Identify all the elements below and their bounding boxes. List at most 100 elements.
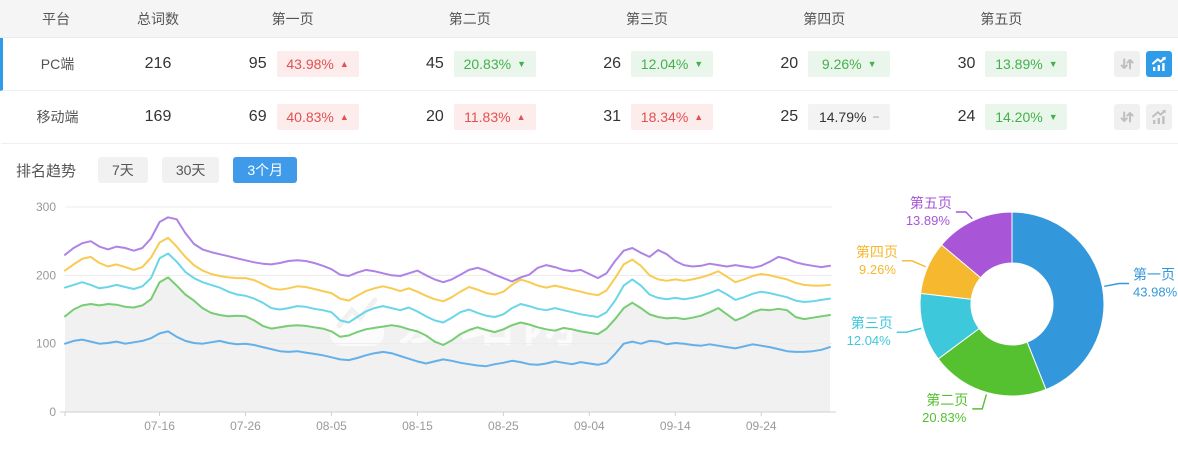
change-badge: 9.26% ▼	[808, 51, 891, 77]
page-stat-5: 24 14.20% ▼	[913, 104, 1090, 130]
total-keywords: 169	[144, 108, 172, 125]
page-count: 95	[248, 55, 267, 72]
down-icon: ▼	[1048, 111, 1058, 122]
up-icon: ▲	[339, 111, 349, 122]
change-badge: 43.98% ▲	[276, 51, 359, 77]
up-icon: ▲	[516, 111, 526, 122]
donut-label-percent: 43.98%	[1133, 285, 1178, 300]
trend-section: 排名趋势 7天 30天 3个月 爱站网 0 100 200 300 07-16 07-26 08-…	[0, 144, 1178, 452]
donut-label-name: 第一页	[1133, 267, 1175, 283]
header-page-4: 第四页	[803, 10, 846, 27]
change-percent: 18.34%	[640, 109, 689, 125]
range-tab-3个月[interactable]: 3个月	[233, 157, 298, 183]
page-stat-4: 25 14.79% −	[736, 104, 913, 130]
ranking-table: 平台 总词数 第一页 第二页 第三页 第四页 第五页 PC端 216 95 43.98% ▲ 45…	[0, 0, 1178, 144]
page-stat-3: 26 12.04% ▼	[558, 51, 735, 77]
watermark-text: 爱站网	[398, 292, 584, 352]
down-icon: ▼	[694, 58, 704, 69]
compare-button[interactable]	[1114, 104, 1141, 130]
donut-label-percent: 9.26%	[859, 262, 896, 277]
page-count: 69	[248, 108, 267, 125]
change-percent: 13.89%	[995, 56, 1043, 72]
trend-chart-button[interactable]	[1146, 51, 1173, 77]
change-percent: 12.04%	[640, 56, 689, 72]
trend-chart-button[interactable]	[1146, 104, 1173, 130]
series-line-第一页	[64, 330, 831, 368]
row-actions	[1090, 51, 1178, 77]
change-badge: 40.83% ▲	[276, 104, 359, 130]
change-badge: 18.34% ▲	[631, 104, 713, 130]
donut-label-percent: 13.89%	[906, 213, 951, 228]
platform-name: PC端	[40, 56, 75, 72]
change-badge: 14.79% −	[808, 104, 891, 130]
y-axis-label: 300	[36, 200, 56, 214]
page-count: 20	[426, 108, 444, 125]
header-total-words: 总词数	[137, 10, 179, 27]
table-header-row: 平台 总词数 第一页 第二页 第三页 第四页 第五页	[0, 0, 1178, 38]
flat-icon: −	[872, 110, 880, 124]
page-share-donut-chart: 第一页 43.98% 第二页 20.83% 第三页 12.04% 第四页 9.26% 第五页 13…	[847, 195, 1178, 425]
page-count: 26	[603, 55, 621, 72]
donut-leader-line	[972, 394, 988, 410]
up-icon: ▲	[694, 111, 704, 122]
x-axis-label: 09-04	[574, 419, 605, 433]
total-keywords: 216	[144, 55, 172, 72]
page-count: 24	[957, 108, 976, 125]
donut-slice-第二页[interactable]	[937, 327, 1047, 397]
page-stat-3: 31 18.34% ▲	[558, 104, 735, 130]
header-platform: 平台	[42, 10, 70, 27]
page-stat-1: 69 40.83% ▲	[204, 104, 381, 130]
page-stat-1: 95 43.98% ▲	[204, 51, 381, 77]
header-page-2: 第二页	[448, 10, 491, 27]
compare-button[interactable]	[1114, 51, 1141, 77]
page-stat-2: 45 20.83% ▼	[381, 51, 558, 77]
x-axis-label: 09-24	[746, 419, 777, 433]
change-badge: 12.04% ▼	[631, 51, 713, 77]
y-axis-label: 100	[36, 337, 56, 351]
donut-leader-line	[896, 327, 922, 333]
down-icon: ▼	[517, 58, 526, 69]
series-line-第五页	[64, 216, 831, 284]
updown-arrows-icon	[1120, 58, 1134, 70]
range-tabs: 7天 30天 3个月	[98, 157, 298, 183]
charts-area: 爱站网 0 100 200 300 07-16 07-26 08-05 08-15 08-25 09…	[0, 192, 1178, 452]
page-count: 31	[603, 108, 621, 125]
change-percent: 14.20%	[995, 109, 1043, 125]
trend-header: 排名趋势 7天 30天 3个月	[0, 144, 1178, 192]
row-actions	[1090, 104, 1178, 130]
series-line-第四页	[64, 236, 831, 303]
range-tab-7天[interactable]: 7天	[98, 157, 148, 183]
x-axis-label: 08-15	[402, 419, 433, 433]
updown-arrows-icon	[1120, 111, 1134, 123]
change-percent: 11.83%	[464, 109, 511, 125]
series-line-第二页	[64, 276, 831, 346]
table-rows: PC端 216 95 43.98% ▲ 45 20.83% ▼ 26 12.04% ▼ 20 9.26%…	[0, 38, 1178, 144]
down-icon: ▼	[867, 58, 877, 69]
change-percent: 20.83%	[463, 56, 512, 72]
table-row[interactable]: PC端 216 95 43.98% ▲ 45 20.83% ▼ 26 12.04% ▼ 20 9.26%…	[0, 38, 1178, 91]
trend-title: 排名趋势	[16, 162, 77, 180]
change-percent: 40.83%	[286, 109, 334, 125]
y-axis-label: 200	[36, 268, 56, 282]
donut-label-percent: 20.83%	[922, 410, 967, 425]
chart-line-icon	[1152, 109, 1166, 124]
up-icon: ▲	[339, 58, 349, 69]
x-axis-label: 08-05	[316, 419, 347, 433]
donut-label-name: 第三页	[851, 315, 893, 331]
x-axis-label: 09-14	[660, 419, 691, 433]
donut-slice-第一页[interactable]	[1011, 211, 1105, 391]
y-axis-label: 0	[49, 405, 56, 419]
table-row[interactable]: 移动端 169 69 40.83% ▲ 20 11.83% ▲ 31 18.34% ▲ 25 14.79…	[0, 91, 1178, 144]
watermark: 爱站网	[330, 292, 584, 352]
change-badge: 11.83% ▲	[453, 104, 536, 130]
range-tab-30天[interactable]: 30天	[161, 157, 220, 183]
donut-label-name: 第五页	[910, 195, 952, 211]
donut-label-name: 第四页	[856, 244, 898, 260]
change-badge: 13.89% ▼	[985, 51, 1068, 77]
page-count: 45	[426, 55, 444, 72]
donut-slice-第五页[interactable]	[940, 211, 1013, 279]
page-stat-4: 20 9.26% ▼	[736, 51, 913, 77]
trend-line-chart: 爱站网 0 100 200 300 07-16 07-26 08-05 08-15 08-25 09…	[36, 200, 836, 433]
change-percent: 9.26%	[821, 56, 862, 72]
